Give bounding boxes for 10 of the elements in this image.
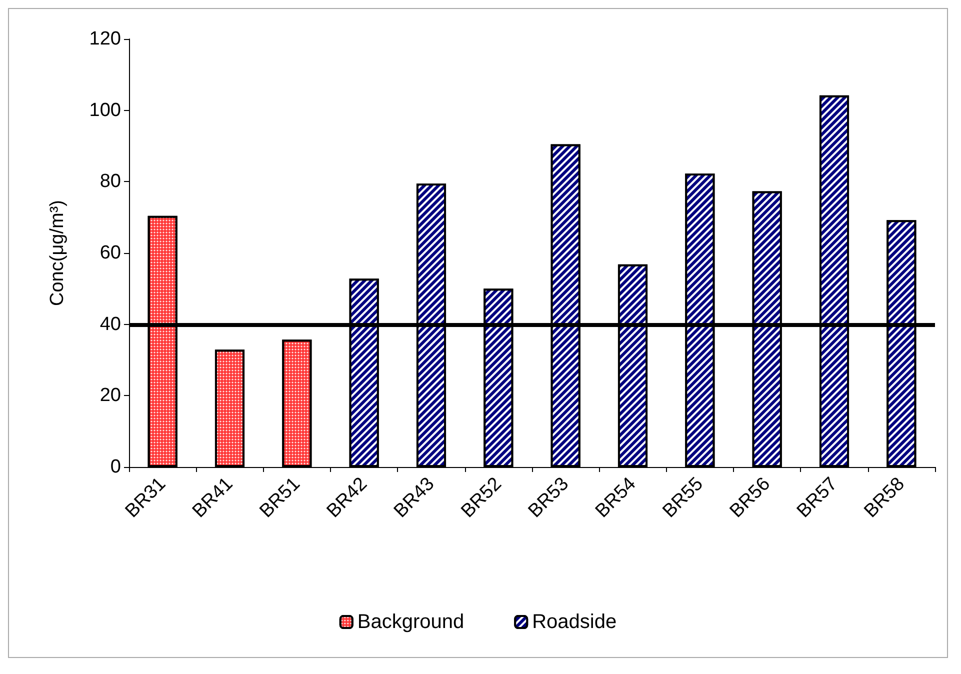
y-tick-label: 100: [89, 100, 121, 121]
y-tick-label: 80: [100, 171, 121, 192]
y-axis-title: Conc(μg/m³): [47, 200, 68, 306]
y-tick-label: 40: [100, 314, 121, 335]
legend-label: Background: [357, 611, 464, 633]
y-tick-label: 0: [110, 456, 121, 478]
y-tick-label: 120: [89, 28, 121, 50]
y-tick-label: 20: [100, 385, 121, 406]
legend-label: Roadside: [532, 611, 617, 633]
y-tick-label: 60: [100, 242, 121, 264]
